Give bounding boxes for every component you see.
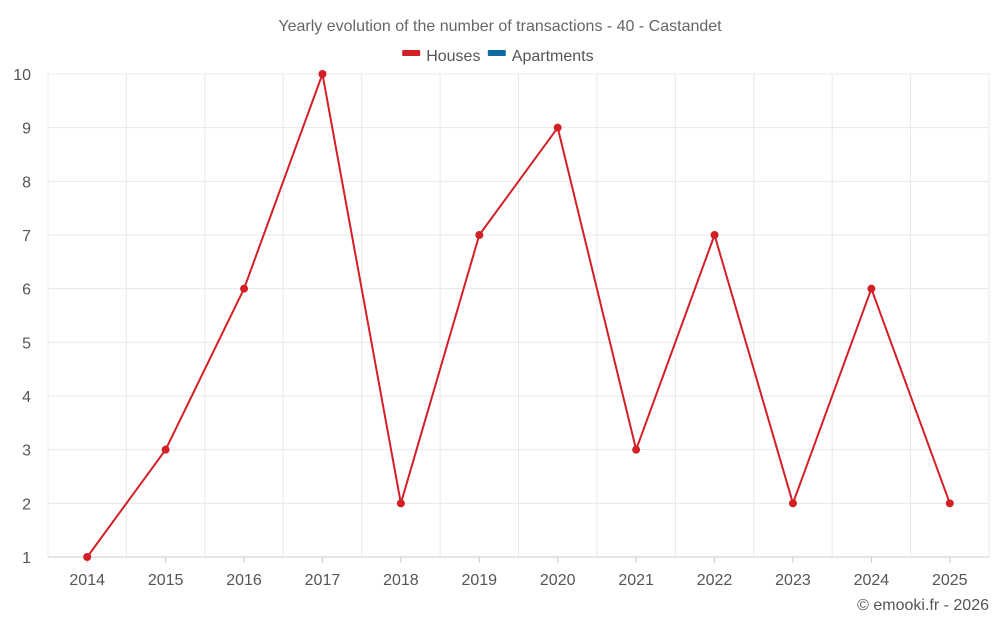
x-axis: 2014 2015 2016 2017 2018 2019 2020 2021 2022 2023… (69, 557, 968, 589)
y-tick-label: 5 (22, 335, 31, 352)
x-tick-label: 2019 (461, 572, 497, 589)
data-point[interactable] (83, 553, 92, 561)
x-tick-label: 2023 (775, 572, 811, 589)
x-tick-label: 2025 (932, 572, 968, 589)
data-point[interactable] (240, 284, 249, 293)
x-tick-label: 2015 (148, 572, 184, 589)
y-tick-label: 3 (22, 443, 31, 460)
x-tick-label: 2020 (540, 572, 576, 589)
x-tick-label: 2016 (226, 572, 262, 589)
x-tick-label: 2017 (305, 572, 341, 589)
x-tick-label: 2021 (618, 572, 654, 589)
data-point[interactable] (475, 231, 484, 239)
x-tick-label: 2024 (854, 572, 890, 589)
y-tick-label: 8 (22, 174, 31, 191)
y-tick-label: 6 (22, 282, 31, 299)
legend-item-apartments[interactable]: Apartments (487, 48, 594, 65)
y-tick-label: 7 (22, 228, 31, 245)
chart-title: Yearly evolution of the number of transa… (278, 18, 722, 35)
legend[interactable]: Houses Apartments (402, 48, 594, 65)
data-point[interactable] (318, 70, 327, 78)
series-line-houses (86, 73, 951, 558)
series-layer (83, 70, 954, 561)
data-point[interactable] (945, 499, 954, 508)
data-point[interactable] (788, 499, 797, 508)
y-tick-label: 10 (13, 67, 31, 84)
x-tick-label: 2014 (69, 572, 105, 589)
data-point[interactable] (161, 445, 170, 454)
credit-text: © emooki.fr - 2026 (857, 597, 989, 614)
legend-label: Houses (426, 48, 480, 65)
legend-item-houses[interactable]: Houses (402, 48, 480, 65)
x-tick-label: 2022 (697, 572, 733, 589)
y-tick-label: 1 (22, 550, 31, 567)
data-point[interactable] (396, 499, 405, 508)
data-point[interactable] (632, 445, 641, 454)
legend-swatch (487, 50, 506, 56)
y-tick-label: 9 (22, 121, 31, 138)
data-point[interactable] (553, 123, 562, 132)
legend-swatch (402, 50, 421, 56)
legend-label: Apartments (512, 48, 594, 65)
data-point[interactable] (867, 284, 876, 293)
y-tick-label: 4 (22, 389, 31, 406)
y-tick-label: 2 (22, 496, 31, 513)
x-tick-label: 2018 (383, 572, 419, 589)
data-point[interactable] (710, 231, 719, 239)
grid (47, 73, 990, 558)
y-axis: 1 2 3 4 5 6 7 8 9 10 (13, 67, 31, 567)
